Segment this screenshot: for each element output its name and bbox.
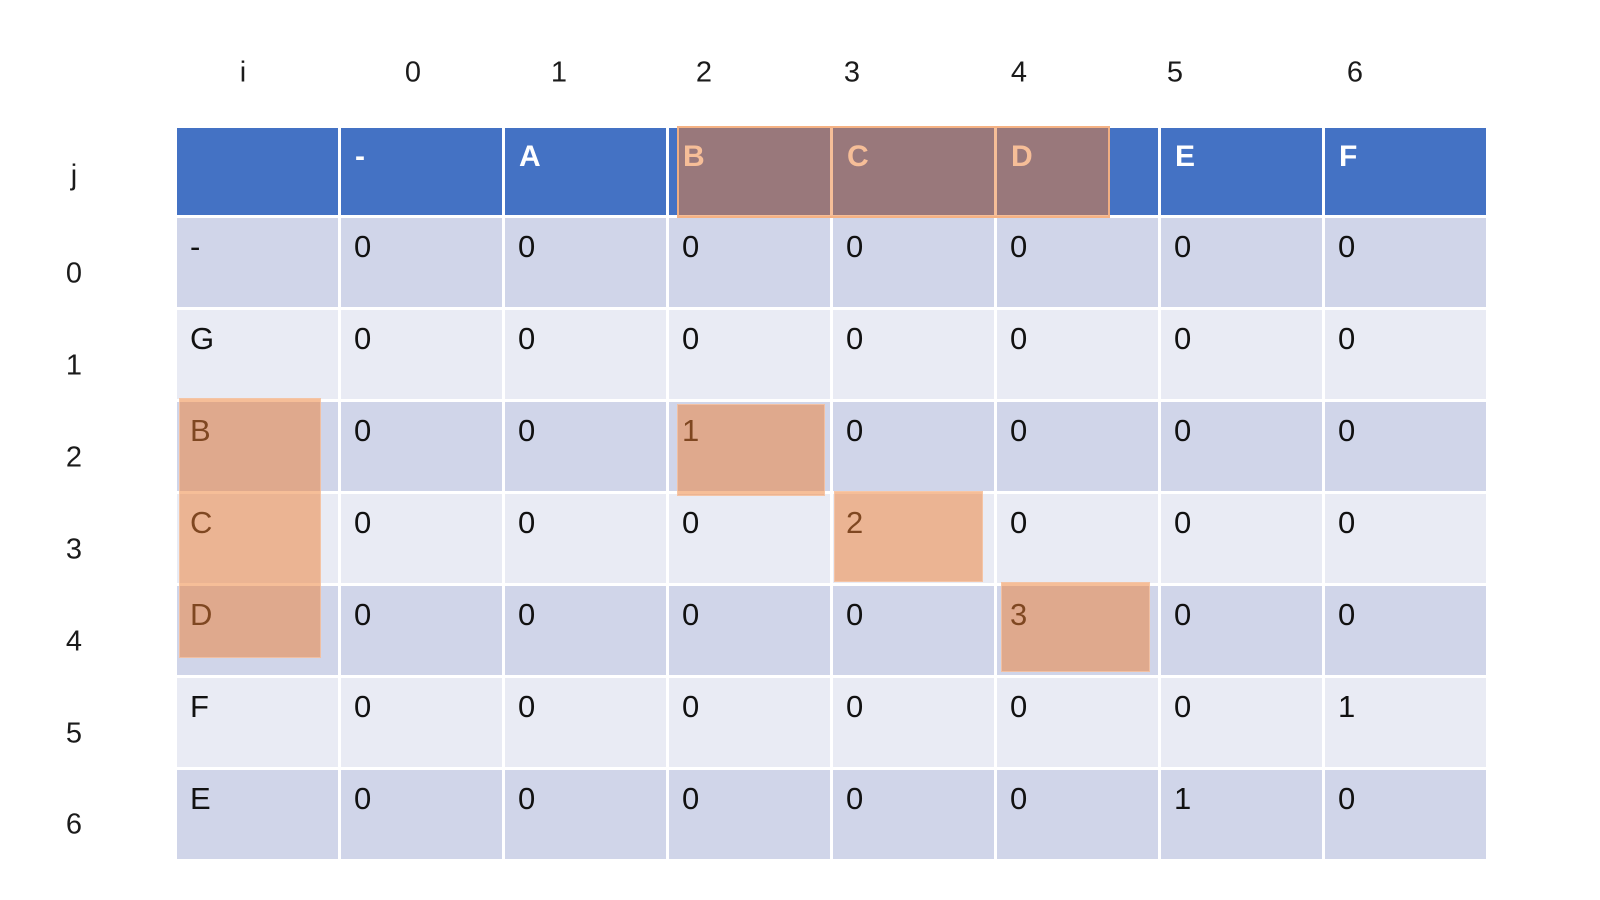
value-cell: 0 [997, 678, 1158, 767]
row-index-label: 5 [65, 717, 83, 750]
value-cell: 0 [833, 586, 994, 675]
row-label-cell: E [177, 770, 338, 859]
col-index-label: 5 [1166, 56, 1184, 89]
value-cell: 0 [997, 402, 1158, 491]
row-index-label: 3 [65, 533, 83, 566]
value-cell: 0 [1161, 494, 1322, 583]
row-index-label: 1 [65, 349, 83, 382]
value-cell: 0 [669, 586, 830, 675]
value-cell: 0 [505, 586, 666, 675]
value-cell: 0 [669, 770, 830, 859]
value-cell: 0 [341, 678, 502, 767]
column-header-cell: D [997, 128, 1158, 215]
column-header-cell: B [669, 128, 830, 215]
col-index-label: 4 [1010, 56, 1028, 89]
value-cell: 0 [505, 402, 666, 491]
value-cell: 0 [1161, 218, 1322, 307]
value-cell: 0 [669, 310, 830, 399]
value-cell: 0 [505, 770, 666, 859]
value-cell: 2 [833, 494, 994, 583]
value-cell: 0 [341, 218, 502, 307]
value-cell: 0 [669, 218, 830, 307]
col-index-label: 1 [550, 56, 568, 89]
row-index-label: 6 [65, 808, 83, 841]
value-cell: 0 [1325, 770, 1486, 859]
row-label-cell: - [177, 218, 338, 307]
value-cell: 0 [1325, 218, 1486, 307]
value-cell: 0 [1161, 402, 1322, 491]
value-cell: 0 [341, 770, 502, 859]
value-cell: 3 [997, 586, 1158, 675]
value-cell: 0 [341, 586, 502, 675]
value-cell: 0 [833, 770, 994, 859]
row-label-cell: F [177, 678, 338, 767]
row-label-cell: B [177, 402, 338, 491]
value-cell: 0 [833, 678, 994, 767]
value-cell: 0 [341, 494, 502, 583]
col-axis-label: i [239, 56, 247, 89]
value-cell: 0 [1161, 586, 1322, 675]
col-index-label: 2 [695, 56, 713, 89]
value-cell: 0 [1161, 678, 1322, 767]
value-cell: 1 [669, 402, 830, 491]
corner-header-cell [177, 128, 338, 215]
col-index-label: 6 [1346, 56, 1364, 89]
value-cell: 0 [997, 770, 1158, 859]
value-cell: 0 [833, 402, 994, 491]
column-header-cell: C [833, 128, 994, 215]
row-index-label: 2 [65, 441, 83, 474]
value-cell: 0 [341, 310, 502, 399]
column-header-cell: A [505, 128, 666, 215]
column-header-cell: F [1325, 128, 1486, 215]
value-cell: 0 [833, 310, 994, 399]
value-cell: 0 [341, 402, 502, 491]
row-label-cell: G [177, 310, 338, 399]
col-index-label: 3 [843, 56, 861, 89]
value-cell: 0 [505, 310, 666, 399]
value-cell: 0 [1325, 494, 1486, 583]
value-cell: 0 [505, 678, 666, 767]
row-index-label: 4 [65, 625, 83, 658]
value-cell: 0 [997, 494, 1158, 583]
column-header-cell: E [1161, 128, 1322, 215]
value-cell: 1 [1161, 770, 1322, 859]
value-cell: 0 [505, 494, 666, 583]
value-cell: 0 [1161, 310, 1322, 399]
value-cell: 1 [1325, 678, 1486, 767]
value-cell: 0 [505, 218, 666, 307]
row-label-cell: C [177, 494, 338, 583]
value-cell: 0 [997, 218, 1158, 307]
row-label-cell: D [177, 586, 338, 675]
value-cell: 0 [669, 678, 830, 767]
value-cell: 0 [1325, 310, 1486, 399]
value-cell: 0 [1325, 402, 1486, 491]
value-cell: 0 [669, 494, 830, 583]
value-cell: 0 [997, 310, 1158, 399]
col-index-label: 0 [404, 56, 422, 89]
value-cell: 0 [1325, 586, 1486, 675]
value-cell: 0 [833, 218, 994, 307]
column-header-cell: - [341, 128, 502, 215]
row-index-label: 0 [65, 257, 83, 290]
row-axis-label: j [70, 159, 78, 192]
